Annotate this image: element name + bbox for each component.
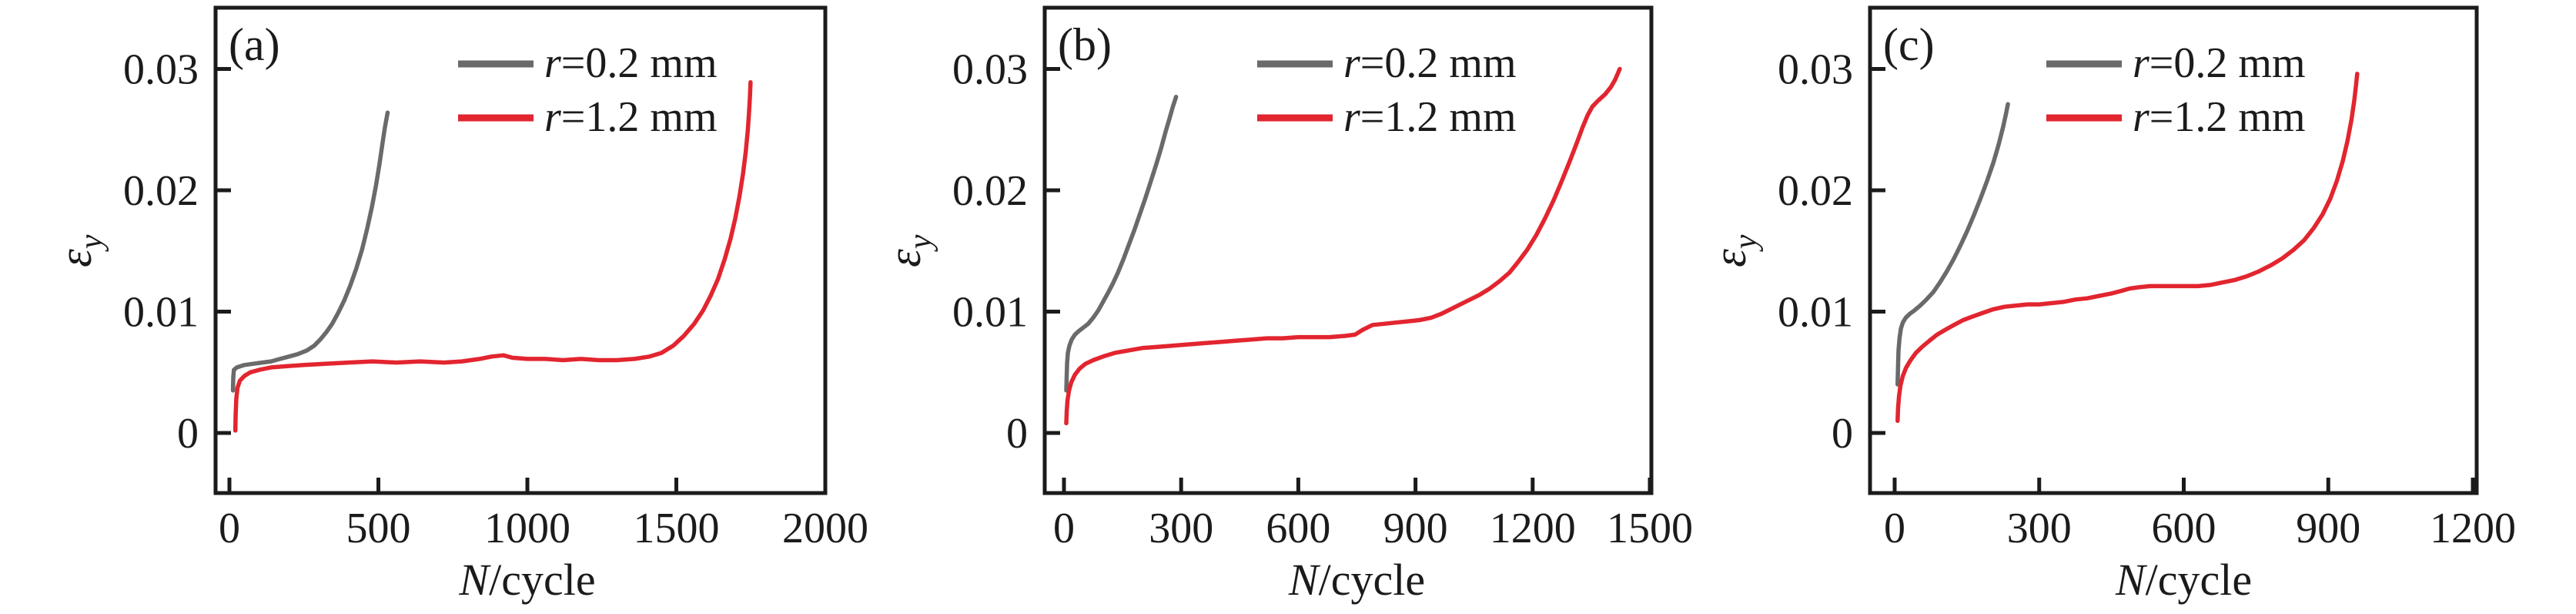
y-tick-label: 0 xyxy=(1832,410,1853,458)
y-tick-label: 0 xyxy=(1006,410,1028,458)
x-tick-label: 300 xyxy=(2007,505,2072,552)
plot-border xyxy=(213,5,828,495)
plot-border xyxy=(1868,5,2479,495)
x-tick-label: 300 xyxy=(1149,505,1213,552)
x-tick-label: 900 xyxy=(2296,505,2360,552)
series-line-r0.2mm xyxy=(1064,94,1179,393)
legend-label-r0.2mm: r=0.2 mm xyxy=(2133,39,2306,87)
chart-panel-b: 0 300 600 900 1200 1500 0 0.01 0.02 0.03 N/cycle εy… xyxy=(879,5,1693,605)
panel-label: (c) xyxy=(1883,19,1935,70)
x-tick-label: 900 xyxy=(1383,505,1448,552)
panel-label: (a) xyxy=(229,19,280,70)
x-axis-title: N/cycle xyxy=(1288,555,1425,605)
legend-label-r1.2mm: r=1.2 mm xyxy=(544,93,718,141)
series-line-r1.2mm xyxy=(233,80,753,433)
x-tick-label: 2000 xyxy=(782,505,868,552)
y-tick-label: 0.02 xyxy=(123,167,199,215)
x-tick-label: 0 xyxy=(1053,505,1075,552)
x-tick-label: 1000 xyxy=(484,505,570,552)
x-tick-label: 500 xyxy=(346,505,411,552)
legend-label-r1.2mm: r=1.2 mm xyxy=(2133,93,2306,141)
series-line-r0.2mm xyxy=(230,110,390,393)
legend-label-r0.2mm: r=0.2 mm xyxy=(544,39,718,87)
x-tick-label: 1200 xyxy=(2430,505,2516,552)
y-tick-label: 0.02 xyxy=(952,167,1028,215)
y-tick-label: 0.01 xyxy=(123,289,199,337)
y-tick-label: 0.03 xyxy=(123,46,199,94)
x-tick-label: 0 xyxy=(219,505,240,552)
x-tick-label: 1500 xyxy=(634,505,720,552)
x-tick-label: 600 xyxy=(1266,505,1330,552)
panel-label: (b) xyxy=(1058,19,1112,70)
series-line-r0.2mm xyxy=(1895,102,2010,387)
x-tick-label: 600 xyxy=(2152,505,2216,552)
legend-label-r0.2mm: r=0.2 mm xyxy=(1343,39,1517,87)
x-tick-label: 1200 xyxy=(1490,505,1576,552)
y-axis-title: εy xyxy=(1705,234,1764,267)
chart-panel-a: 0 500 1000 1500 2000 0 0.01 0.02 0.03 N/cycle εy (a… xyxy=(50,5,868,605)
x-tick-label: 0 xyxy=(1884,505,1905,552)
y-tick-label: 0.02 xyxy=(1778,167,1853,215)
y-tick-label: 0.03 xyxy=(1778,46,1853,94)
y-tick-label: 0.03 xyxy=(952,46,1028,94)
y-tick-label: 0.01 xyxy=(952,289,1028,337)
chart-panel-c: 0 300 600 900 1200 0 0.01 0.02 0.03 N/cycle εy (c) r… xyxy=(1705,5,2516,605)
legend-label-r1.2mm: r=1.2 mm xyxy=(1343,93,1517,141)
y-axis-title: εy xyxy=(50,234,109,267)
y-axis-title: εy xyxy=(879,234,938,267)
x-tick-label: 1500 xyxy=(1607,505,1693,552)
x-axis-title: N/cycle xyxy=(458,555,595,605)
y-tick-label: 0.01 xyxy=(1778,289,1853,337)
series-line-r1.2mm xyxy=(1895,72,2360,424)
x-axis-title: N/cycle xyxy=(2115,555,2252,605)
series-line-r1.2mm xyxy=(1064,66,1622,426)
plot-border xyxy=(1042,5,1654,495)
y-tick-label: 0 xyxy=(177,410,199,458)
